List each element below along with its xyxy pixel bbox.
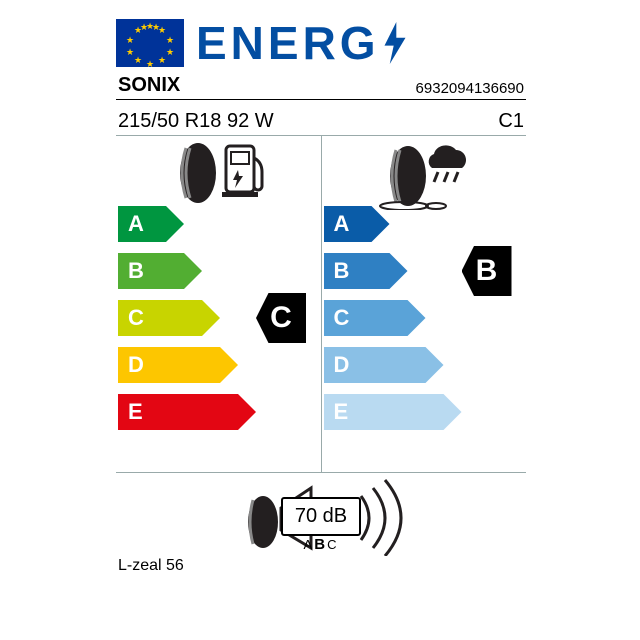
ean-code: 6932094136690 bbox=[416, 80, 524, 97]
wet-rating-letter: B bbox=[476, 254, 498, 288]
scale-letter: D bbox=[118, 347, 238, 383]
scale-letter: E bbox=[324, 394, 462, 430]
rating-panels: ABCDE C bbox=[116, 135, 526, 473]
scale-letter: C bbox=[118, 300, 220, 336]
noise-class-indicator: ABC bbox=[304, 536, 339, 553]
tyre-size: 215/50 R18 92 W bbox=[118, 110, 274, 133]
fuel-panel: ABCDE C bbox=[116, 136, 322, 472]
energy-label: ★ ★ ★ ★ ★ ★ ★ ★ ★ ★ ★ ★ ENERG SONIX 6932… bbox=[116, 16, 526, 575]
tyre-class: C1 bbox=[498, 110, 524, 133]
scale-arrow-c: C bbox=[324, 300, 426, 336]
size-row: 215/50 R18 92 W C1 bbox=[116, 100, 526, 137]
scale-arrow-e: E bbox=[324, 394, 462, 430]
scale-letter: B bbox=[324, 253, 408, 289]
scale-arrow-b: B bbox=[118, 253, 202, 289]
wet-panel: ABCDE B bbox=[322, 136, 527, 472]
brand-name: SONIX bbox=[118, 74, 180, 97]
lightning-icon bbox=[380, 22, 410, 64]
eu-flag-icon: ★ ★ ★ ★ ★ ★ ★ ★ ★ ★ ★ ★ bbox=[116, 19, 184, 67]
scale-arrow-d: D bbox=[118, 347, 238, 383]
scale-letter: E bbox=[118, 394, 256, 430]
scale-arrow-a: A bbox=[118, 206, 184, 242]
scale-letter: D bbox=[324, 347, 444, 383]
scale-letter: A bbox=[118, 206, 184, 242]
noise-db-value: 70 dB bbox=[281, 497, 361, 536]
scale-arrow-c: C bbox=[118, 300, 220, 336]
noise-class-c: C bbox=[327, 537, 338, 552]
brand-row: SONIX 6932094136690 bbox=[116, 74, 526, 100]
energy-text: ENERG bbox=[196, 16, 380, 70]
wet-grip-icon bbox=[374, 140, 474, 210]
scale-letter: A bbox=[324, 206, 390, 242]
noise-class-a: A bbox=[304, 537, 315, 552]
model-name: L-zeal 56 bbox=[116, 557, 526, 575]
fuel-icon bbox=[168, 140, 268, 206]
scale-arrow-b: B bbox=[324, 253, 408, 289]
header: ★ ★ ★ ★ ★ ★ ★ ★ ★ ★ ★ ★ ENERG bbox=[116, 16, 526, 70]
scale-arrow-d: D bbox=[324, 347, 444, 383]
energy-title: ENERG bbox=[196, 16, 410, 70]
scale-arrow-a: A bbox=[324, 206, 390, 242]
scale-letter: C bbox=[324, 300, 426, 336]
scale-arrow-e: E bbox=[118, 394, 256, 430]
noise-section: 70 dB ABC bbox=[116, 481, 526, 551]
noise-class-selected: B bbox=[314, 536, 327, 553]
wet-scale: ABCDE bbox=[322, 206, 527, 446]
scale-letter: B bbox=[118, 253, 202, 289]
fuel-rating-letter: C bbox=[270, 301, 292, 335]
